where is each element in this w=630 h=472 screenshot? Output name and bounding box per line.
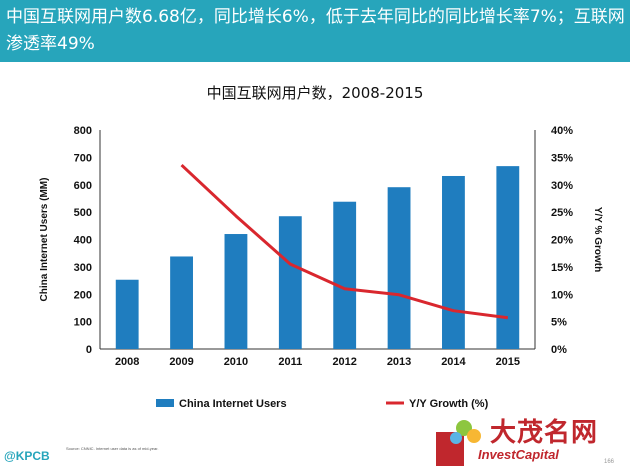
bar	[442, 175, 465, 349]
y-tick-label: 500	[74, 207, 92, 219]
y-axis-title: China Internet Users (MM)	[39, 178, 50, 302]
legend-swatch-users	[156, 399, 174, 407]
bar	[224, 234, 248, 349]
legend-label-growth: Y/Y Growth (%)	[409, 398, 489, 410]
watermark-logo-icon	[436, 420, 481, 466]
y-tick-label: 0	[86, 344, 92, 356]
x-tick-label: 2013	[387, 356, 411, 368]
watermark-text: 大茂名网	[490, 418, 599, 448]
y2-tick-label: 0%	[551, 344, 567, 356]
y-tick-label: 200	[74, 289, 92, 301]
y2-tick-label: 20%	[551, 235, 573, 247]
y-tick-label: 400	[74, 235, 92, 247]
legend-label-users: China Internet Users	[179, 398, 287, 410]
y2-tick-label: 35%	[551, 152, 573, 164]
bar	[278, 216, 302, 349]
y2-tick-label: 15%	[551, 262, 573, 274]
x-tick-label: 2012	[332, 356, 356, 368]
kpcb-logo: @KPCB	[4, 449, 50, 463]
x-tick-label: 2014	[441, 356, 466, 368]
x-tick-label: 2009	[169, 356, 193, 368]
y2-tick-label: 40%	[551, 125, 573, 137]
bar	[170, 256, 193, 349]
slide-title: 中国互联网用户数6.68亿，同比增长6%，低于去年同比的同比增长率7%；互联网渗…	[6, 7, 625, 54]
bar	[387, 187, 411, 349]
x-tick-label: 2015	[496, 356, 520, 368]
bar	[115, 279, 139, 349]
source-note: Source: CNNIC. Internet user data is as …	[66, 446, 159, 451]
watermark-subtext: InvestCapital	[478, 447, 559, 462]
y2-tick-label: 25%	[551, 207, 573, 219]
x-tick-label: 2008	[115, 356, 139, 368]
y-tick-label: 800	[74, 125, 92, 137]
y-tick-label: 100	[74, 317, 92, 329]
chart-title: 中国互联网用户数，2008-2015	[206, 84, 424, 102]
x-tick-label: 2011	[278, 356, 302, 368]
growth-line	[180, 163, 509, 320]
page-number: 166	[604, 459, 615, 465]
bar	[333, 201, 357, 349]
y-tick-label: 300	[74, 262, 92, 274]
y2-tick-label: 5%	[551, 317, 567, 329]
y2-axis-title: Y/Y % Growth	[592, 207, 603, 272]
y-tick-label: 700	[74, 152, 92, 164]
y2-tick-label: 30%	[551, 180, 573, 192]
x-tick-label: 2010	[224, 356, 248, 368]
y-tick-label: 600	[74, 180, 92, 192]
header-banner: 中国互联网用户数6.68亿，同比增长6%，低于去年同比的同比增长率7%；互联网渗…	[0, 0, 630, 62]
y2-tick-label: 10%	[551, 289, 573, 301]
bar	[496, 166, 520, 349]
